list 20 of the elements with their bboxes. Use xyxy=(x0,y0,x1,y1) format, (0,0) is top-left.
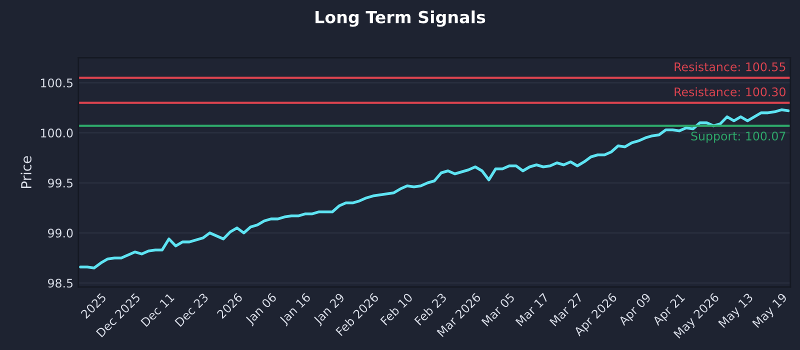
y-tick-label: 99.0 xyxy=(48,228,73,238)
x-tick-label: Jan 06 xyxy=(244,292,279,326)
chart-title: Long Term Signals xyxy=(316,10,486,27)
ref-line-label: Resistance: 100.55 xyxy=(674,62,786,72)
x-tick-label: Mar 17 xyxy=(515,292,550,327)
x-tick-label: Feb 23 xyxy=(414,292,447,326)
ref-line-label: Resistance: 100.30 xyxy=(674,87,786,96)
x-tick-label: Apr 09 xyxy=(618,292,653,328)
x-tick-label: Dec 11 xyxy=(140,292,175,327)
ref-line-label: Support: 100.07 xyxy=(691,132,786,143)
y-tick-label: 100.0 xyxy=(41,128,73,138)
y-tick-label: 98.5 xyxy=(48,278,73,288)
x-tick-label: Dec 23 xyxy=(174,292,209,327)
y-tick-label: 99.5 xyxy=(48,178,73,188)
x-tick-label: Mar 05 xyxy=(481,292,516,327)
y-tick-label: 100.5 xyxy=(41,78,73,88)
x-tick-label: Jan 16 xyxy=(278,292,313,326)
y-axis-title: Price xyxy=(20,156,32,188)
x-tick-label: Feb 10 xyxy=(380,292,414,326)
line-series xyxy=(79,108,790,270)
